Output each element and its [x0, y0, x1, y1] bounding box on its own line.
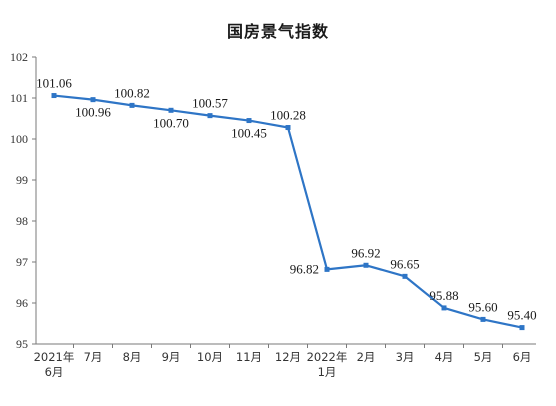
data-label: 96.65	[390, 256, 419, 271]
data-point-marker	[207, 113, 213, 119]
data-point-marker	[129, 102, 135, 108]
data-point-marker	[285, 125, 291, 131]
x-tick-label: 2月	[357, 350, 376, 364]
x-tick-label: 5月	[474, 350, 493, 364]
y-tick-label: 101	[10, 91, 28, 105]
y-tick-label: 99	[16, 173, 28, 187]
data-point-marker	[90, 97, 96, 103]
data-label: 100.28	[270, 108, 306, 123]
x-tick-label: 7月	[84, 350, 103, 364]
y-tick-label: 96	[16, 296, 28, 310]
x-tick-label: 10月	[197, 350, 223, 364]
data-point-marker	[324, 266, 330, 272]
x-tick-label: 2022年	[307, 350, 348, 364]
y-tick-label: 102	[10, 50, 28, 64]
x-tick-label: 12月	[275, 350, 301, 364]
x-tick-label: 9月	[162, 350, 181, 364]
data-label: 100.57	[192, 96, 228, 111]
data-label: 100.96	[75, 105, 111, 120]
x-tick-label: 11月	[236, 350, 262, 364]
y-tick-label: 100	[10, 132, 28, 146]
data-point-marker	[246, 118, 252, 124]
data-label: 95.60	[468, 299, 497, 314]
data-label: 101.06	[36, 76, 72, 91]
chart-title: 国房景气指数	[226, 22, 329, 41]
x-tick-label: 4月	[435, 350, 454, 364]
data-label: 100.45	[231, 126, 267, 141]
data-point-marker	[168, 107, 174, 113]
data-point-marker	[51, 93, 57, 99]
data-point-marker	[441, 305, 447, 311]
y-tick-label: 97	[16, 255, 28, 269]
x-tick-label: 8月	[123, 350, 142, 364]
data-label: 100.82	[114, 85, 150, 100]
y-tick-label: 98	[16, 214, 28, 228]
data-label: 95.40	[507, 308, 536, 323]
x-tick-label: 2021年	[34, 350, 75, 364]
x-tick-label: 1月	[318, 365, 337, 379]
x-tick-label: 6月	[513, 350, 532, 364]
data-label: 96.92	[351, 245, 380, 260]
data-point-marker	[402, 273, 408, 279]
data-point-marker	[480, 316, 486, 322]
y-tick-label: 95	[16, 337, 28, 351]
data-label: 96.82	[290, 261, 319, 276]
data-label: 95.88	[429, 288, 458, 303]
data-point-marker	[519, 325, 525, 331]
x-tick-label: 3月	[396, 350, 415, 364]
data-point-marker	[363, 262, 369, 268]
x-tick-label: 6月	[45, 365, 64, 379]
data-label: 100.70	[153, 115, 189, 130]
